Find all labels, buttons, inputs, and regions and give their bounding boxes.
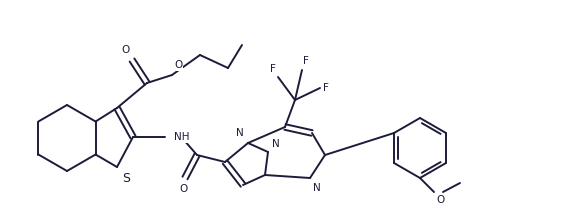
Text: O: O (174, 60, 182, 70)
Text: O: O (122, 45, 130, 55)
Text: N: N (313, 183, 321, 193)
Text: N: N (236, 128, 244, 138)
Text: O: O (179, 184, 187, 194)
Text: S: S (122, 172, 130, 185)
Text: F: F (323, 83, 329, 93)
Text: F: F (303, 56, 309, 66)
Text: F: F (270, 64, 276, 74)
Text: O: O (436, 195, 444, 205)
Text: N: N (272, 139, 280, 149)
Text: NH: NH (174, 132, 190, 142)
